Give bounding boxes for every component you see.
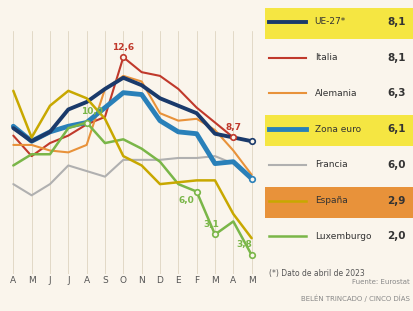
Text: UE-27*: UE-27* bbox=[314, 17, 345, 26]
Text: 3,1: 3,1 bbox=[203, 220, 218, 229]
Text: 6,0: 6,0 bbox=[386, 160, 405, 170]
Text: 12,6: 12,6 bbox=[112, 43, 134, 52]
Text: Francia: Francia bbox=[314, 160, 347, 169]
Text: Zona euro: Zona euro bbox=[314, 125, 360, 133]
Text: 8,1: 8,1 bbox=[386, 17, 405, 27]
Text: 8,7: 8,7 bbox=[225, 123, 241, 132]
Text: Alemania: Alemania bbox=[314, 89, 356, 98]
Text: España: España bbox=[314, 196, 347, 205]
Text: 2,9: 2,9 bbox=[387, 196, 405, 206]
Text: 6,3: 6,3 bbox=[386, 88, 405, 98]
Text: 6,0: 6,0 bbox=[178, 196, 193, 205]
Text: Fuente: Eurostat: Fuente: Eurostat bbox=[351, 279, 409, 285]
Text: 2,0: 2,0 bbox=[386, 231, 405, 241]
Text: Italia: Italia bbox=[314, 53, 336, 62]
Text: 3,8: 3,8 bbox=[236, 240, 252, 249]
Text: (*) Dato de abril de 2023: (*) Dato de abril de 2023 bbox=[268, 269, 364, 278]
Text: BELÉN TRINCADO / CINCO DÍAS: BELÉN TRINCADO / CINCO DÍAS bbox=[300, 294, 409, 302]
Text: 6,1: 6,1 bbox=[386, 124, 405, 134]
Text: 10,0: 10,0 bbox=[81, 107, 103, 116]
Text: 8,1: 8,1 bbox=[386, 53, 405, 63]
Text: Luxemburgo: Luxemburgo bbox=[314, 232, 370, 241]
